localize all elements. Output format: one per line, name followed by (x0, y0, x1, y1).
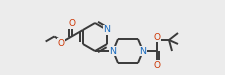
Text: O: O (153, 32, 160, 41)
Text: N: N (139, 46, 146, 56)
Text: N: N (103, 26, 110, 34)
Text: O: O (153, 61, 160, 70)
Text: O: O (68, 20, 75, 28)
Text: N: N (109, 46, 116, 56)
Text: O: O (57, 38, 64, 47)
